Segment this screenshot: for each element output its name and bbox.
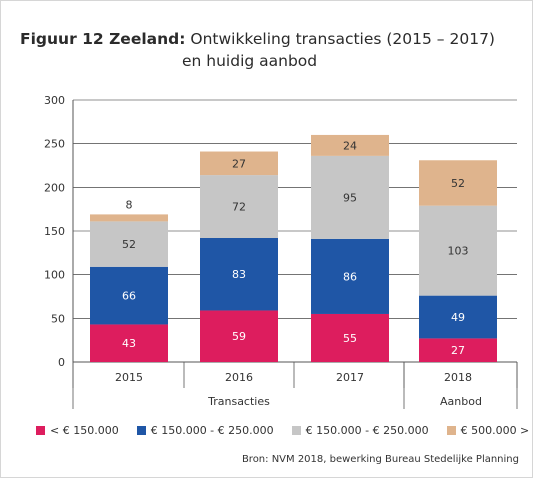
- chart-title: Figuur 12 Zeeland: Ontwikkeling transact…: [20, 28, 495, 50]
- data-label: 55: [343, 332, 357, 345]
- data-label: 27: [232, 157, 246, 170]
- data-label: 8: [126, 198, 133, 211]
- legend-item-gt500: € 500.000 >: [446, 424, 530, 437]
- legend-swatch: [291, 426, 301, 435]
- bar-segment: [200, 237, 278, 311]
- y-tick-label: 150: [44, 225, 65, 238]
- y-tick-label: 300: [44, 94, 65, 107]
- x-tick-label: 2017: [336, 371, 364, 384]
- bar-segment: [419, 295, 497, 339]
- data-label: 103: [448, 245, 469, 258]
- legend-swatch: [136, 426, 146, 435]
- title-prefix: Figuur 12 Zeeland:: [20, 30, 186, 48]
- y-tick-label: 50: [51, 312, 65, 325]
- bar-segment: [419, 338, 497, 362]
- data-label: 49: [451, 311, 465, 324]
- bar-segment: [311, 313, 389, 362]
- bar-segment: [90, 266, 168, 325]
- data-label: 83: [232, 268, 246, 281]
- bar-segment: [419, 205, 497, 296]
- x-tick-label: 2016: [225, 371, 253, 384]
- bar-segment: [311, 155, 389, 239]
- data-label: 52: [451, 177, 465, 190]
- legend: < € 150.000 € 150.000 - € 250.000 € 150.…: [36, 424, 533, 437]
- data-label: 52: [122, 238, 136, 251]
- bar-segment: [90, 324, 168, 362]
- data-label: 24: [343, 139, 357, 152]
- x-tick-label: 2015: [115, 371, 143, 384]
- bar-segment: [200, 151, 278, 176]
- group-label: Aanbod: [440, 395, 482, 408]
- legend-item-lt150: < € 150.000: [36, 424, 119, 437]
- data-label: 59: [232, 330, 246, 343]
- data-label: 72: [232, 201, 246, 214]
- data-label: 43: [122, 337, 136, 350]
- legend-label: < € 150.000: [50, 424, 119, 437]
- legend-label: € 150.000 - € 250.000: [150, 424, 274, 437]
- bar-segment: [90, 214, 168, 222]
- y-tick-label: 100: [44, 269, 65, 282]
- legend-swatch: [36, 426, 45, 435]
- legend-swatch: [446, 426, 456, 435]
- legend-item-150-250-b: € 150.000 - € 250.000: [291, 424, 429, 437]
- y-tick-label: 0: [58, 356, 65, 369]
- source-note: Bron: NVM 2018, bewerking Bureau Stedeli…: [241, 454, 519, 465]
- chart-subtitle: en huidig aanbod: [182, 52, 318, 70]
- group-label: Transacties: [207, 395, 270, 408]
- legend-item-150-250-a: € 150.000 - € 250.000: [136, 424, 274, 437]
- bar-segment: [311, 238, 389, 314]
- bar-segment: [200, 310, 278, 362]
- legend-label: € 500.000 >: [460, 424, 530, 437]
- title-main: Ontwikkeling transacties (2015 – 2017): [190, 30, 495, 48]
- data-label: 27: [451, 344, 465, 357]
- x-tick-label: 2018: [444, 371, 472, 384]
- data-label: 66: [122, 290, 136, 303]
- legend-label: € 150.000 - € 250.000: [305, 424, 429, 437]
- bar-segment: [311, 134, 389, 156]
- bar-segment: [419, 160, 497, 206]
- bar-segment: [200, 175, 278, 238]
- data-label: 95: [343, 191, 357, 204]
- y-tick-label: 200: [44, 181, 65, 194]
- stacked-bar-chart: 0 50 100 150 200 250 300 43 66 52 8 2015 59 83 72 27 201…: [44, 94, 518, 409]
- data-label: 86: [343, 270, 357, 283]
- bar-segment: [90, 221, 168, 267]
- y-tick-label: 250: [44, 138, 65, 151]
